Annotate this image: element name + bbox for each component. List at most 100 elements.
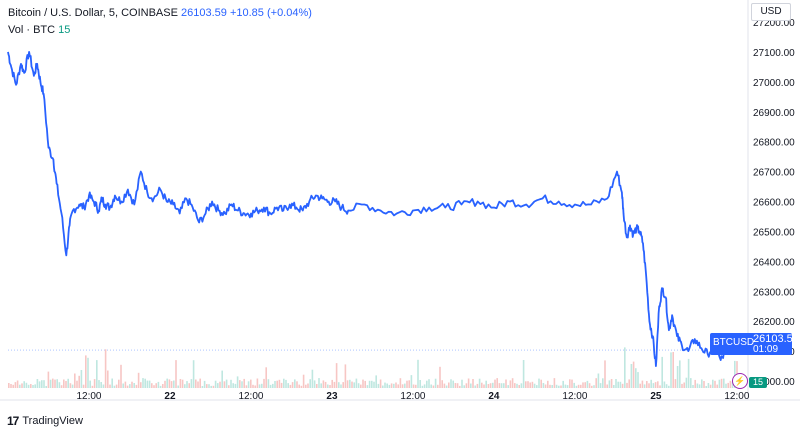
volume-bar: [234, 383, 237, 388]
volume-label[interactable]: Vol · BTC: [8, 24, 56, 36]
volume-bar: [472, 379, 474, 388]
volume-bar: [173, 380, 175, 388]
volume-bar: [474, 385, 476, 388]
volume-bar: [247, 381, 250, 388]
volume-bar: [272, 383, 274, 388]
currency-button[interactable]: USD: [751, 3, 791, 21]
volume-bar: [430, 384, 432, 388]
volume-bar: [351, 381, 353, 388]
volume-bar: [718, 379, 721, 388]
volume-bar: [439, 366, 441, 388]
volume-bar: [124, 381, 127, 388]
volume-bar: [406, 380, 408, 388]
volume-bar: [577, 384, 580, 388]
volume-bar: [377, 383, 380, 388]
volume-bar: [624, 347, 626, 388]
symbol-label[interactable]: Bitcoin / U.S. Dollar, 5, COINBASE: [8, 7, 178, 19]
volume-bar: [456, 383, 459, 388]
volume-bar: [520, 383, 523, 388]
volume-bar: [32, 385, 34, 388]
volume-bar: [225, 379, 228, 388]
volume-bar: [419, 380, 421, 388]
volume-bar: [296, 381, 298, 388]
volume-bar: [681, 383, 683, 388]
volume-bar: [199, 378, 201, 388]
volume-bar: [591, 385, 593, 388]
volume-bar: [232, 383, 234, 388]
volume-bar: [450, 379, 452, 388]
volume-bar: [49, 379, 52, 388]
volume-bar: [707, 383, 710, 388]
volume-bar: [619, 381, 622, 388]
volume-bar: [516, 383, 518, 388]
volume-bar: [60, 385, 63, 388]
volume-bar: [639, 383, 641, 388]
volume-bar: [399, 378, 402, 388]
volume-bar: [478, 378, 481, 388]
volume-bar: [687, 358, 690, 388]
volume-bar: [522, 360, 525, 388]
volume-bar: [386, 383, 388, 388]
volume-bar: [621, 383, 624, 388]
volume-bar: [137, 372, 140, 388]
volume-bar: [126, 385, 129, 388]
volume-bar: [261, 383, 263, 388]
lightning-icon[interactable]: ⚡: [732, 373, 748, 389]
price-series: [7, 51, 738, 367]
volume-bar: [329, 385, 331, 388]
volume-bar: [606, 384, 608, 388]
volume-bar: [393, 383, 395, 388]
volume-bar: [586, 380, 589, 388]
volume-bar: [564, 384, 567, 388]
volume-bar: [415, 384, 417, 388]
volume-bar: [437, 384, 439, 388]
x-tick-label: 25: [650, 391, 662, 402]
volume-bar: [221, 370, 223, 388]
volume-bar: [648, 383, 650, 388]
volume-bar: [241, 381, 243, 388]
volume-bar: [555, 384, 558, 388]
volume-bar: [569, 379, 571, 388]
tradingview-logo[interactable]: 17 TradingView: [7, 414, 83, 428]
volume-bar: [197, 381, 199, 388]
volume-bar: [379, 379, 382, 388]
volume-bar: [443, 383, 446, 388]
volume-bar: [56, 379, 58, 388]
x-tick-label: 24: [488, 391, 500, 402]
volume-bar: [313, 380, 316, 388]
volume-bar: [368, 380, 371, 388]
volume-bar: [159, 385, 162, 388]
volume-bar: [599, 383, 602, 388]
y-tick-label: 26300.00: [753, 287, 795, 298]
volume-bar: [712, 379, 714, 388]
volume-bar: [142, 378, 144, 388]
volume-bar: [487, 384, 490, 388]
volume-bar: [228, 385, 230, 388]
volume-bar: [148, 380, 151, 388]
volume-bar: [82, 384, 85, 388]
volume-bar: [170, 381, 173, 388]
volume-bar: [8, 383, 10, 388]
volume-bar: [428, 379, 430, 388]
y-tick-label: 26900.00: [753, 108, 795, 119]
volume-bar: [309, 379, 311, 388]
volume-bar: [87, 357, 89, 388]
volume-bar: [467, 378, 470, 388]
y-tick-label: 26000.00: [753, 377, 795, 388]
volume-bar: [305, 384, 307, 388]
x-tick-label: 23: [326, 391, 338, 402]
volume-bar: [725, 383, 727, 388]
volume-bar: [630, 364, 633, 388]
volume-bar: [349, 379, 351, 388]
volume-bar: [118, 379, 120, 388]
volume-bar: [597, 373, 600, 388]
volume-bar: [362, 379, 364, 388]
volume-bar: [670, 352, 672, 388]
volume-bar: [558, 385, 560, 388]
volume-bar: [74, 373, 76, 388]
volume-bar: [562, 380, 564, 388]
volume-bar: [533, 383, 536, 388]
volume-bar: [300, 385, 303, 388]
